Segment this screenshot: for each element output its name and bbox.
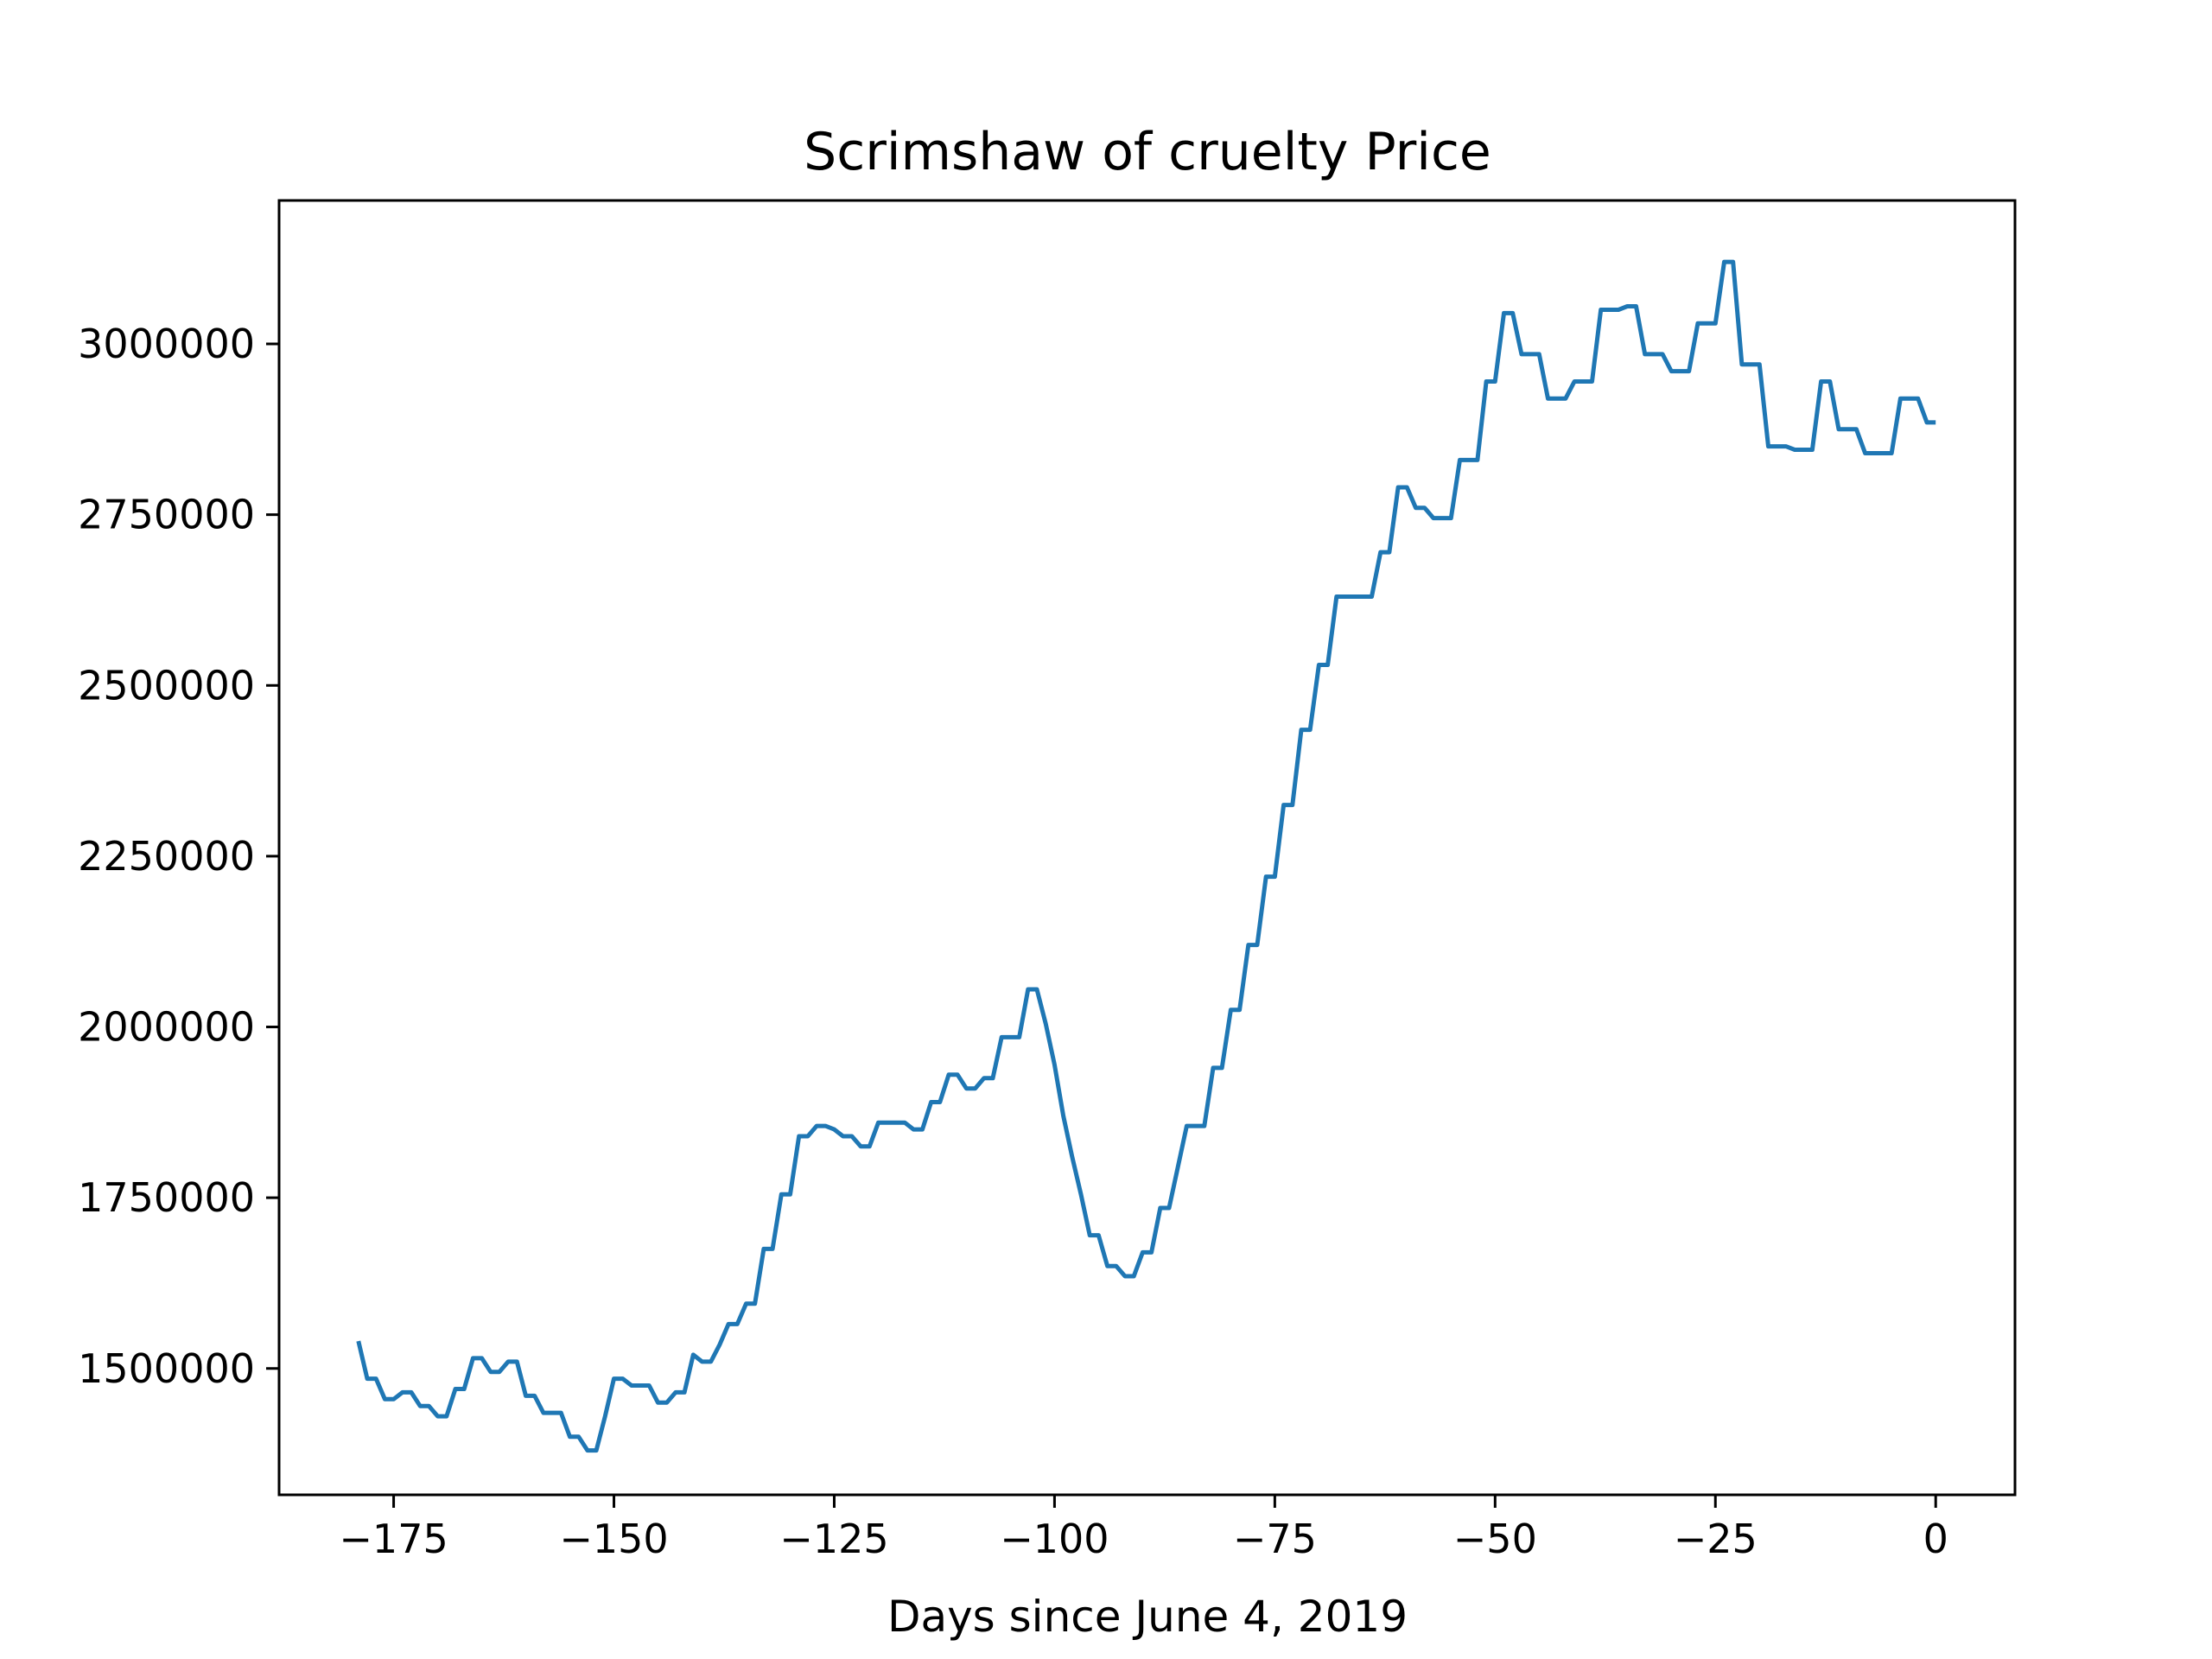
x-tick-label: −75 <box>1233 1516 1317 1562</box>
series-layer <box>356 259 1936 1453</box>
x-tick-label: −150 <box>559 1516 668 1562</box>
y-tick-label: 1750000 <box>78 1174 255 1221</box>
x-axis: −175 −150 −125 −100 −75 −50 −25 0 <box>339 1495 1948 1562</box>
y-tick-label: 1500000 <box>78 1345 255 1392</box>
chart-title: Scrimshaw of cruelty Price <box>804 122 1491 182</box>
x-tick-label: −100 <box>1000 1516 1109 1562</box>
plot-frame <box>277 199 2017 1497</box>
x-tick-label: 0 <box>1923 1516 1948 1562</box>
series-line-0 <box>356 259 1936 1453</box>
y-tick-label: 2250000 <box>78 833 255 880</box>
x-tick-label: −175 <box>339 1516 448 1562</box>
x-axis-label: Days since June 4, 2019 <box>887 1592 1408 1642</box>
y-axis: 1500000 1750000 2000000 2250000 2500000 27500… <box>78 321 279 1392</box>
x-tick-label: −25 <box>1674 1516 1758 1562</box>
x-tick-label: −125 <box>779 1516 888 1562</box>
y-tick-label: 2750000 <box>78 492 255 538</box>
y-tick-label: 2500000 <box>78 662 255 709</box>
x-tick-label: −50 <box>1453 1516 1537 1562</box>
y-tick-label: 3000000 <box>78 321 255 367</box>
y-tick-label: 2000000 <box>78 1004 255 1051</box>
